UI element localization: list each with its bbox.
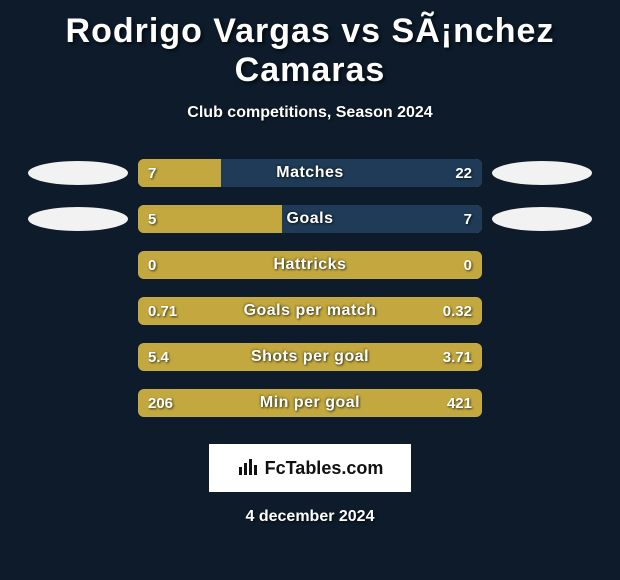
- badge-spacer: [28, 391, 128, 415]
- stat-label: Hattricks: [138, 251, 482, 279]
- stat-label: Matches: [138, 159, 482, 187]
- stat-row: 5.43.71Shots per goal: [0, 334, 620, 380]
- stat-label: Shots per goal: [138, 343, 482, 371]
- team-badge-left: [28, 161, 128, 185]
- badge-spacer: [492, 253, 592, 277]
- stat-row: 57Goals: [0, 196, 620, 242]
- footer-date: 4 december 2024: [0, 508, 620, 526]
- stat-label: Goals per match: [138, 297, 482, 325]
- stats-chart: 722Matches 57Goals 00Hattricks 0.710.32Goal…: [0, 150, 620, 426]
- stat-row: 0.710.32Goals per match: [0, 288, 620, 334]
- team-badge-right: [492, 207, 592, 231]
- stat-label: Goals: [138, 205, 482, 233]
- stat-row: 722Matches: [0, 150, 620, 196]
- badge-spacer: [28, 345, 128, 369]
- badge-spacer: [492, 299, 592, 323]
- stat-bar: 722Matches: [138, 159, 482, 187]
- team-badge-left: [28, 207, 128, 231]
- footer-brand-text: FcTables.com: [265, 458, 384, 479]
- stat-bar: 57Goals: [138, 205, 482, 233]
- chart-icon: [237, 455, 259, 482]
- comparison-subtitle: Club competitions, Season 2024: [0, 104, 620, 122]
- badge-spacer: [28, 299, 128, 323]
- comparison-title: Rodrigo Vargas vs SÃ¡nchez Camaras: [0, 0, 620, 90]
- stat-bar: 5.43.71Shots per goal: [138, 343, 482, 371]
- stat-row: 00Hattricks: [0, 242, 620, 288]
- badge-spacer: [492, 345, 592, 369]
- stat-label: Min per goal: [138, 389, 482, 417]
- stat-bar: 206421Min per goal: [138, 389, 482, 417]
- stat-bar: 00Hattricks: [138, 251, 482, 279]
- footer-logo: FcTables.com: [209, 444, 411, 492]
- badge-spacer: [28, 253, 128, 277]
- stat-row: 206421Min per goal: [0, 380, 620, 426]
- stat-bar: 0.710.32Goals per match: [138, 297, 482, 325]
- badge-spacer: [492, 391, 592, 415]
- team-badge-right: [492, 161, 592, 185]
